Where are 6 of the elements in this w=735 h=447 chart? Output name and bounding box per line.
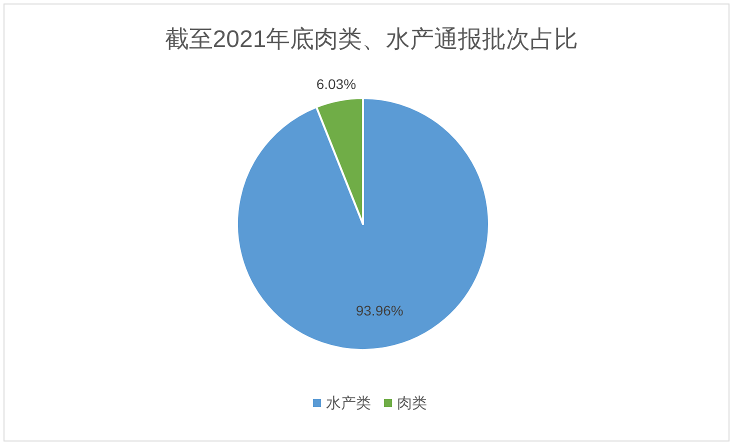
legend-label: 肉类 xyxy=(397,395,427,412)
pie-slice xyxy=(236,97,490,351)
data-label: 93.96% xyxy=(356,302,404,319)
chart-title: 截至2021年底肉类、水产通报批次占比 xyxy=(164,26,578,53)
legend-label: 水产类 xyxy=(326,395,371,412)
data-label: 6.03% xyxy=(316,76,356,92)
